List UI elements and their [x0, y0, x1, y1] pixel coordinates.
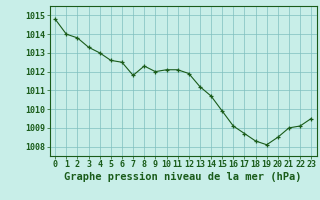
X-axis label: Graphe pression niveau de la mer (hPa): Graphe pression niveau de la mer (hPa)	[64, 172, 302, 182]
